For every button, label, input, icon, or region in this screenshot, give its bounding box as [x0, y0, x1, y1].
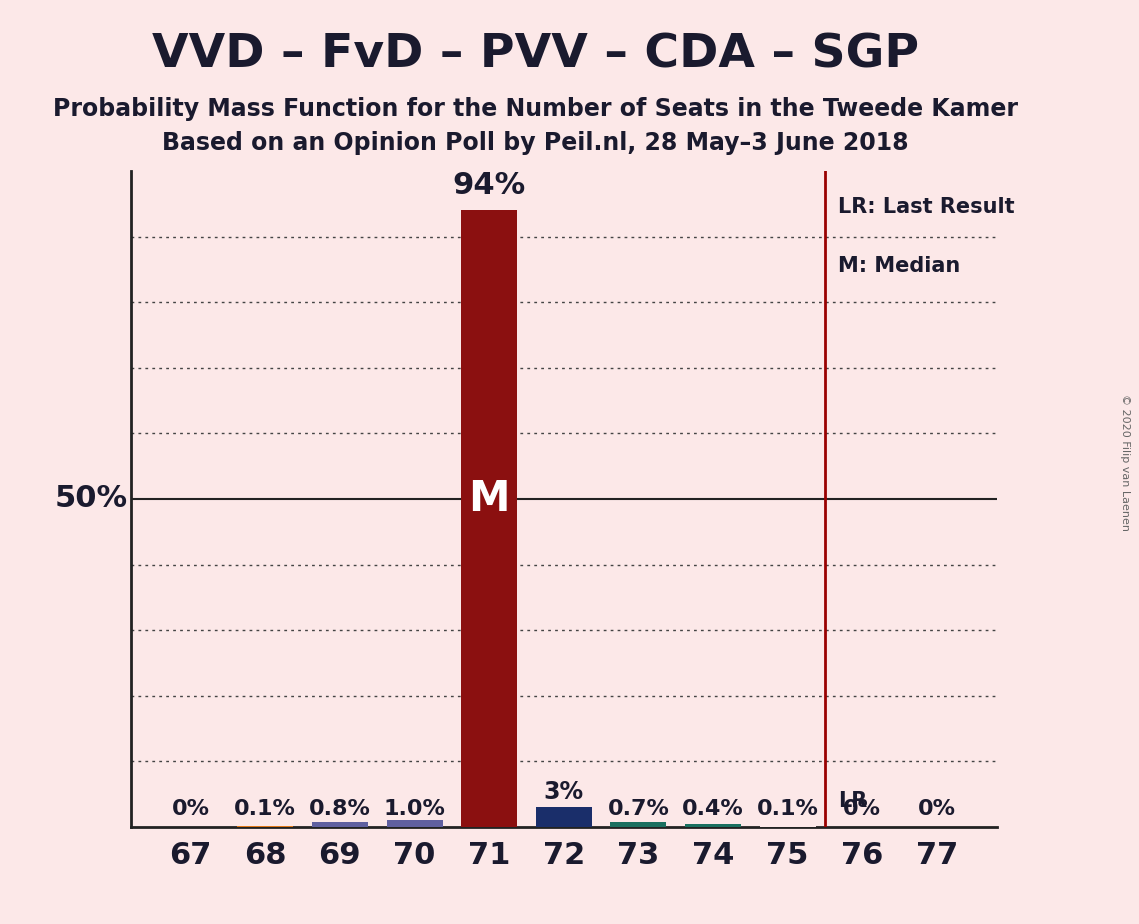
Text: 0%: 0% — [918, 799, 956, 819]
Text: 0.4%: 0.4% — [682, 799, 744, 819]
Text: M: M — [468, 478, 510, 520]
Text: M: Median: M: Median — [838, 256, 960, 276]
Bar — [312, 821, 368, 827]
Text: 0.7%: 0.7% — [607, 799, 670, 819]
Bar — [685, 824, 741, 827]
Text: 1.0%: 1.0% — [384, 799, 445, 819]
Text: 0%: 0% — [843, 799, 882, 819]
Text: VVD – FvD – PVV – CDA – SGP: VVD – FvD – PVV – CDA – SGP — [151, 32, 919, 78]
Text: 94%: 94% — [452, 172, 526, 201]
Text: 3%: 3% — [543, 780, 584, 804]
Text: 0.8%: 0.8% — [309, 799, 371, 819]
Text: 50%: 50% — [55, 484, 128, 514]
Text: 0%: 0% — [172, 799, 210, 819]
Text: LR: LR — [838, 791, 868, 811]
Text: LR: Last Result: LR: Last Result — [838, 197, 1015, 217]
Bar — [386, 821, 443, 827]
Bar — [461, 211, 517, 827]
Text: © 2020 Filip van Laenen: © 2020 Filip van Laenen — [1121, 394, 1130, 530]
Text: 0.1%: 0.1% — [756, 799, 819, 819]
Text: Based on an Opinion Poll by Peil.nl, 28 May–3 June 2018: Based on an Opinion Poll by Peil.nl, 28 … — [162, 131, 909, 155]
Text: 0.1%: 0.1% — [235, 799, 296, 819]
Bar — [535, 808, 592, 827]
Text: Probability Mass Function for the Number of Seats in the Tweede Kamer: Probability Mass Function for the Number… — [52, 97, 1018, 121]
Bar — [611, 822, 666, 827]
